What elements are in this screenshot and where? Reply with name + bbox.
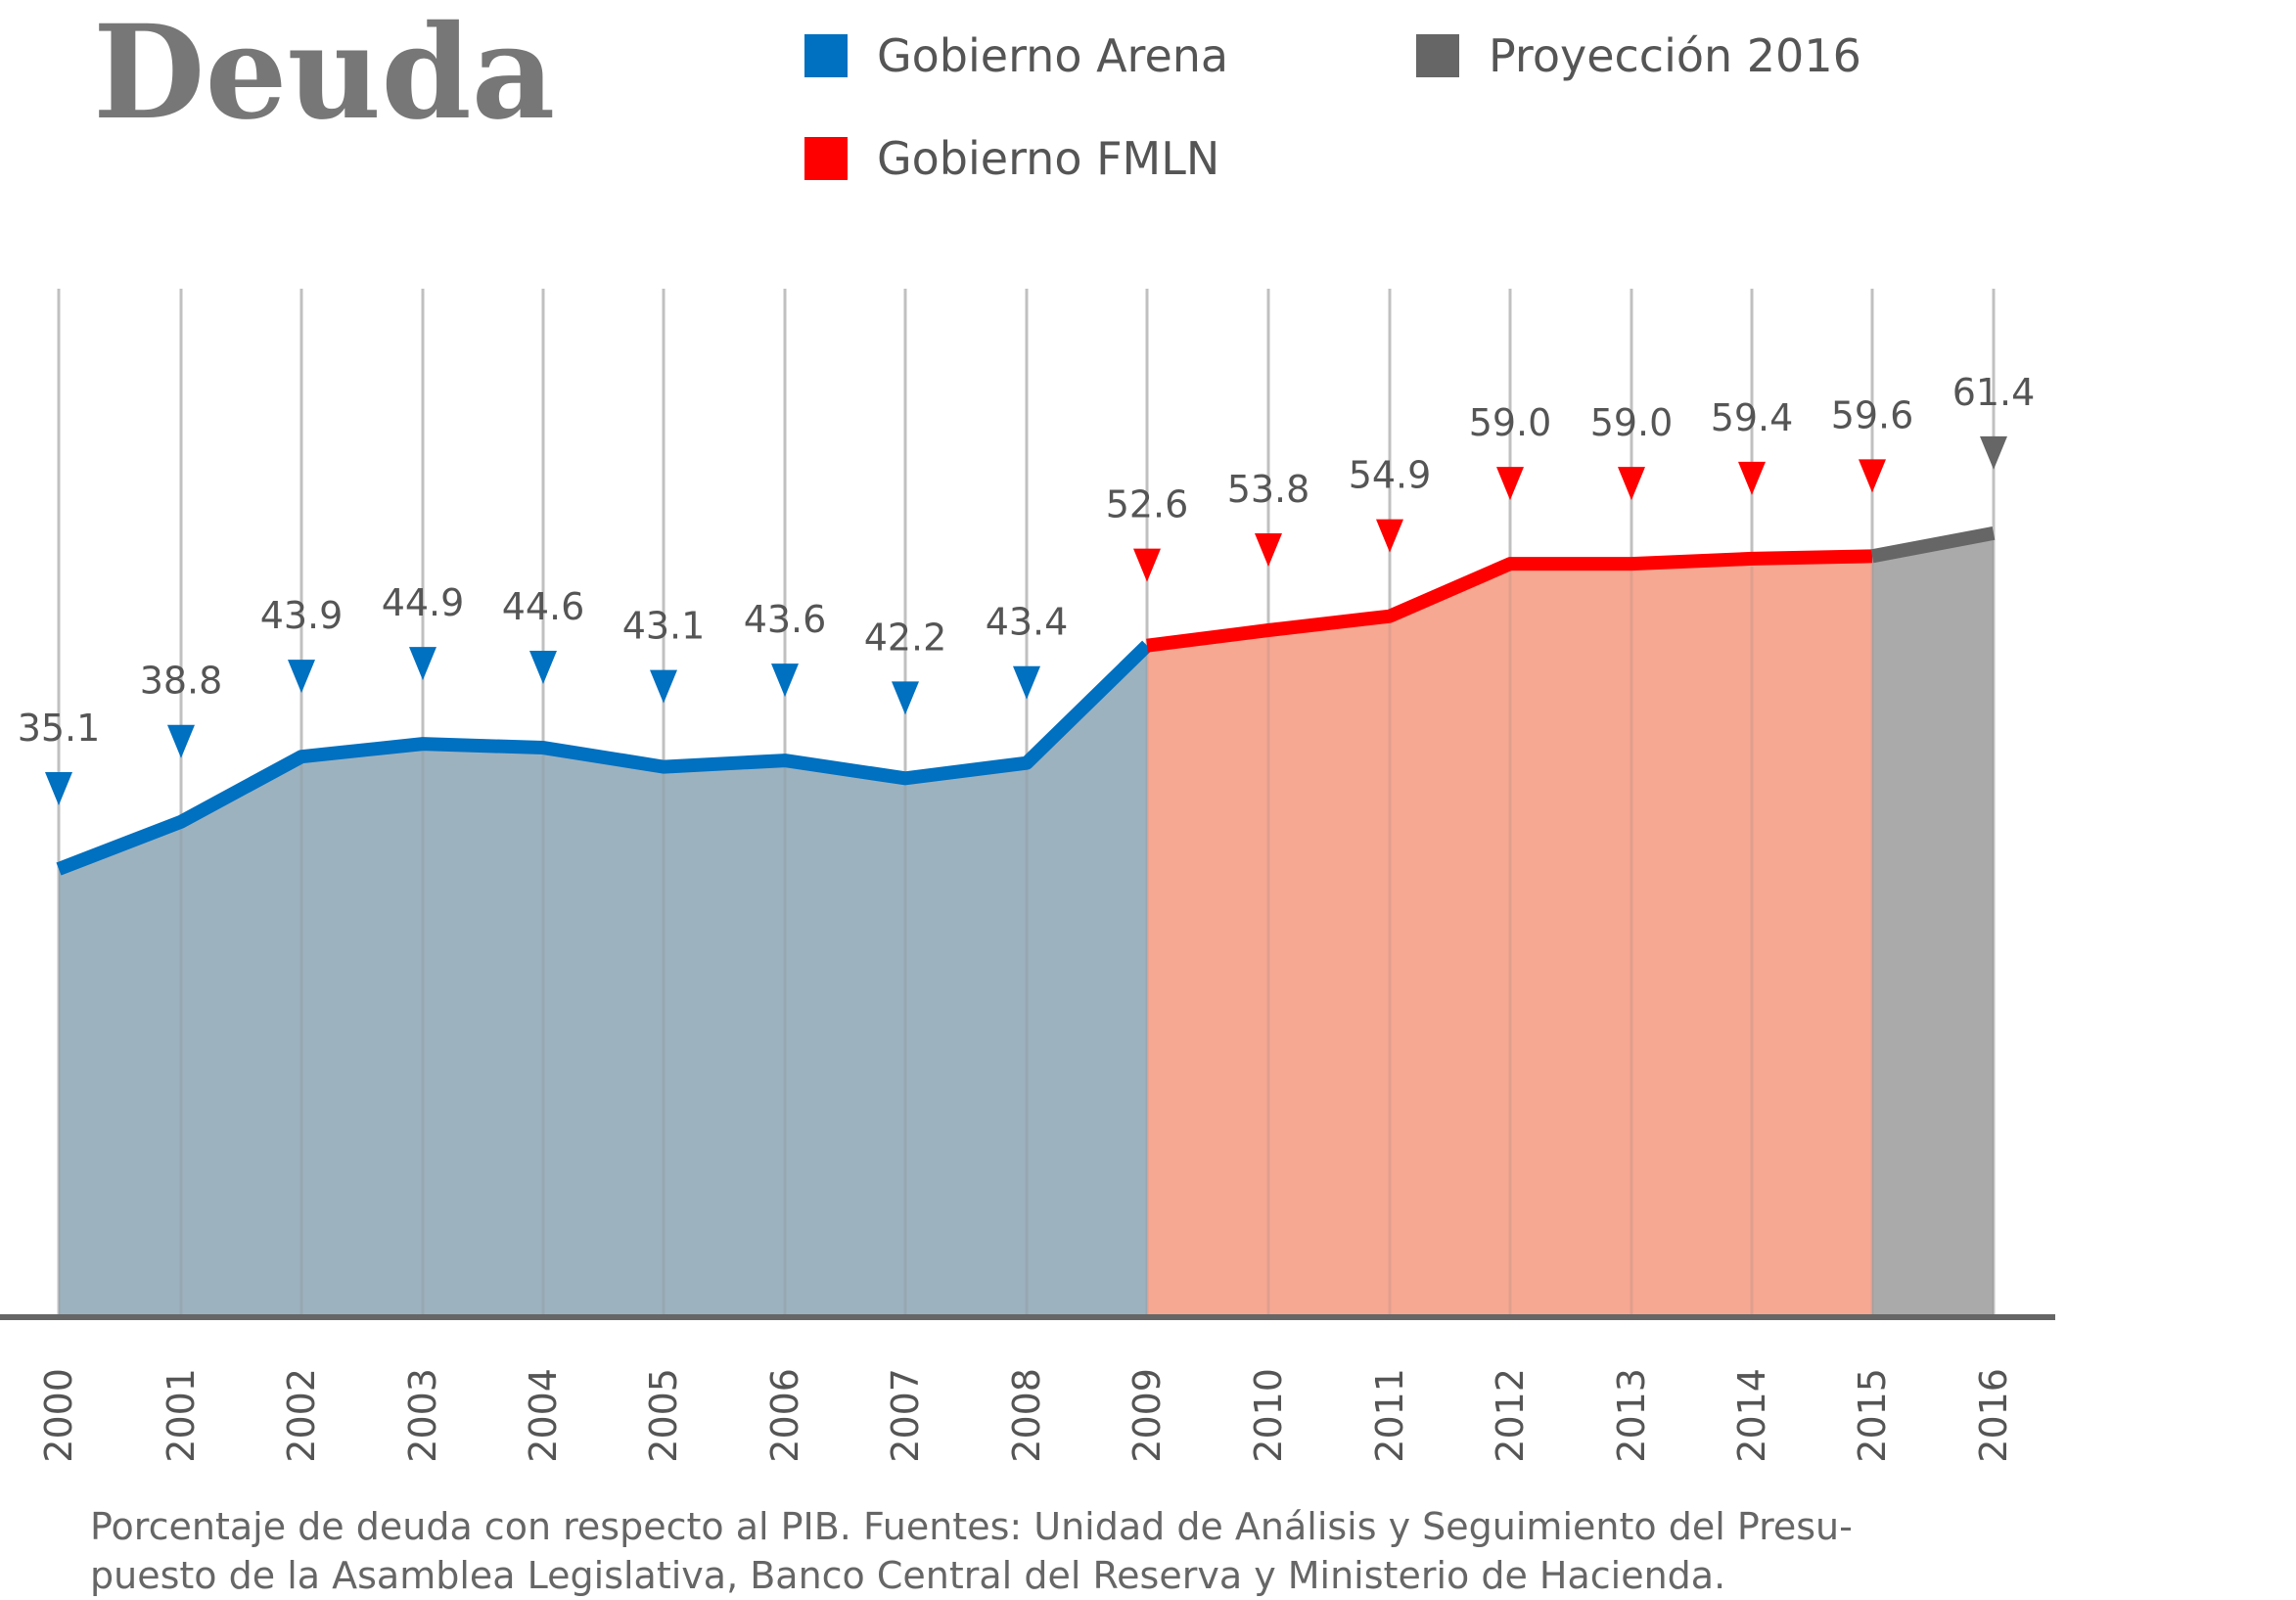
marker-2007	[892, 681, 919, 715]
data-label-2012: 59.0	[1469, 401, 1552, 444]
x-tick-2004: 2004	[522, 1368, 565, 1463]
source-note-line-2: puesto de la Asamblea Legislativa, Banco…	[90, 1554, 1726, 1597]
chart-title: Deuda	[93, 0, 555, 149]
legend-swatch-projection	[1416, 34, 1459, 77]
x-tick-2007: 2007	[884, 1368, 927, 1463]
data-label-2008: 43.4	[986, 601, 1069, 644]
line-arena	[56, 640, 1152, 876]
marker-2013	[1618, 467, 1645, 501]
marker-2003	[409, 647, 436, 681]
marker-2008	[1013, 665, 1040, 700]
data-label-2003: 44.9	[382, 581, 465, 624]
marker-2001	[167, 724, 195, 758]
marker-2014	[1738, 461, 1766, 495]
legend-label-arena: Gobierno Arena	[877, 29, 1228, 82]
x-tick-2016: 2016	[1972, 1368, 2015, 1463]
x-tick-2000: 2000	[37, 1368, 80, 1463]
source-note: Porcentaje de deuda con respecto al PIB.…	[90, 1502, 2047, 1600]
area-fills	[59, 532, 1994, 1317]
x-tick-2008: 2008	[1005, 1368, 1048, 1463]
legend-swatch-arena	[804, 34, 848, 77]
marker-2005	[650, 669, 677, 704]
gridlines-overlay	[57, 289, 1996, 1317]
x-tick-2012: 2012	[1489, 1368, 1532, 1463]
data-label-2006: 43.6	[744, 598, 827, 641]
marker-2011	[1376, 519, 1403, 553]
x-tick-labels: 2000 2001 2002 2003 2004 2005 2006 2007 2008 2009…	[37, 1368, 2015, 1463]
data-label-2007: 42.2	[864, 616, 947, 659]
marker-2016	[1980, 435, 2007, 470]
marker-2012	[1496, 467, 1524, 501]
data-label-2004: 44.6	[502, 585, 585, 628]
legend: Gobierno Arena Gobierno FMLN Proyección …	[804, 29, 1861, 185]
x-tick-2015: 2015	[1851, 1368, 1894, 1463]
line-projection	[1870, 526, 1996, 564]
x-tick-2003: 2003	[401, 1368, 444, 1463]
x-tick-2005: 2005	[642, 1368, 685, 1463]
marker-2010	[1255, 532, 1282, 567]
x-tick-2011: 2011	[1368, 1368, 1411, 1463]
source-note-line-1: Porcentaje de deuda con respecto al PIB.…	[90, 1505, 1853, 1548]
legend-item-arena: Gobierno Arena	[804, 29, 1228, 82]
data-label-2015: 59.6	[1831, 393, 1914, 436]
x-tick-2001: 2001	[160, 1368, 203, 1463]
marker-2004	[529, 651, 557, 685]
marker-2006	[771, 663, 799, 698]
legend-item-projection: Proyección 2016	[1416, 29, 1861, 82]
data-label-2005: 43.1	[622, 605, 706, 648]
data-label-2014: 59.4	[1711, 396, 1794, 439]
data-label-2009: 52.6	[1106, 483, 1189, 526]
x-tick-2009: 2009	[1125, 1368, 1169, 1463]
data-label-2010: 53.8	[1227, 468, 1310, 511]
x-tick-2013: 2013	[1610, 1368, 1653, 1463]
area-projection	[1872, 532, 1994, 1317]
data-label-2001: 38.8	[140, 660, 223, 703]
marker-2000	[45, 772, 72, 805]
area-arena	[59, 645, 1147, 1317]
marker-2009	[1133, 548, 1161, 582]
x-tick-2014: 2014	[1730, 1368, 1773, 1463]
data-label-2002: 43.9	[260, 594, 344, 637]
marker-2002	[288, 660, 315, 694]
point-markers	[45, 435, 2007, 805]
marker-2015	[1859, 459, 1886, 493]
data-label-2016: 61.4	[1952, 371, 2036, 414]
x-tick-2002: 2002	[280, 1368, 323, 1463]
series-lines	[56, 526, 1996, 876]
legend-label-projection: Proyección 2016	[1489, 29, 1861, 82]
legend-swatch-fmln	[804, 137, 848, 180]
legend-label-fmln: Gobierno FMLN	[877, 132, 1219, 185]
x-tick-2006: 2006	[763, 1368, 806, 1463]
data-label-2000: 35.1	[18, 707, 101, 750]
legend-item-fmln: Gobierno FMLN	[804, 132, 1219, 185]
area-fmln	[1147, 556, 1872, 1317]
data-label-2011: 54.9	[1349, 454, 1432, 497]
line-fmln	[1146, 549, 1873, 653]
data-label-2013: 59.0	[1590, 401, 1674, 444]
x-tick-2010: 2010	[1247, 1368, 1290, 1463]
data-labels: 35.1 38.8 43.9 44.9 44.6 43.1 43.6 42.2 43.4 52.6…	[18, 371, 2036, 750]
